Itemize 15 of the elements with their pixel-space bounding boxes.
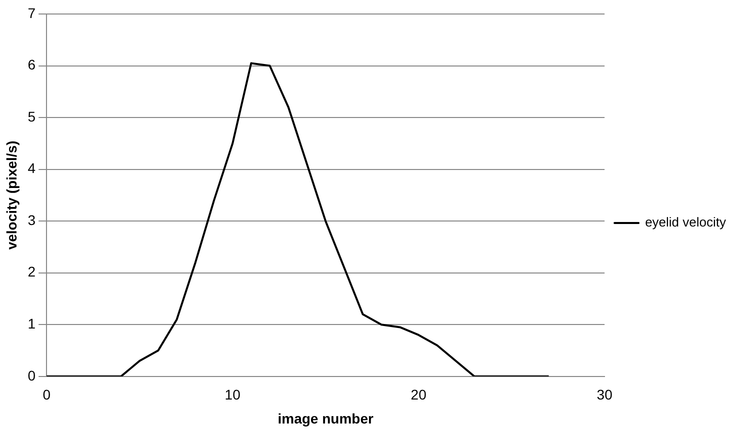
y-tick-label: 2 bbox=[28, 264, 36, 280]
legend-label: eyelid velocity bbox=[645, 214, 726, 230]
y-tick-label: 1 bbox=[28, 315, 36, 332]
y-axis-title: velocity (pixel/s) bbox=[3, 140, 20, 250]
x-tick-label: 30 bbox=[596, 386, 613, 403]
y-tick-label: 3 bbox=[28, 212, 36, 228]
y-tick-label: 4 bbox=[28, 160, 36, 176]
y-tick-label: 0 bbox=[28, 367, 36, 384]
x-tick-label: 20 bbox=[410, 386, 427, 403]
y-tick-label: 5 bbox=[28, 108, 36, 124]
x-tick-label: 10 bbox=[224, 386, 241, 403]
y-tick-label: 7 bbox=[28, 4, 36, 21]
x-axis-title: image number bbox=[278, 410, 374, 426]
y-tick-label: 6 bbox=[28, 56, 36, 73]
x-tick-label: 0 bbox=[42, 386, 51, 403]
